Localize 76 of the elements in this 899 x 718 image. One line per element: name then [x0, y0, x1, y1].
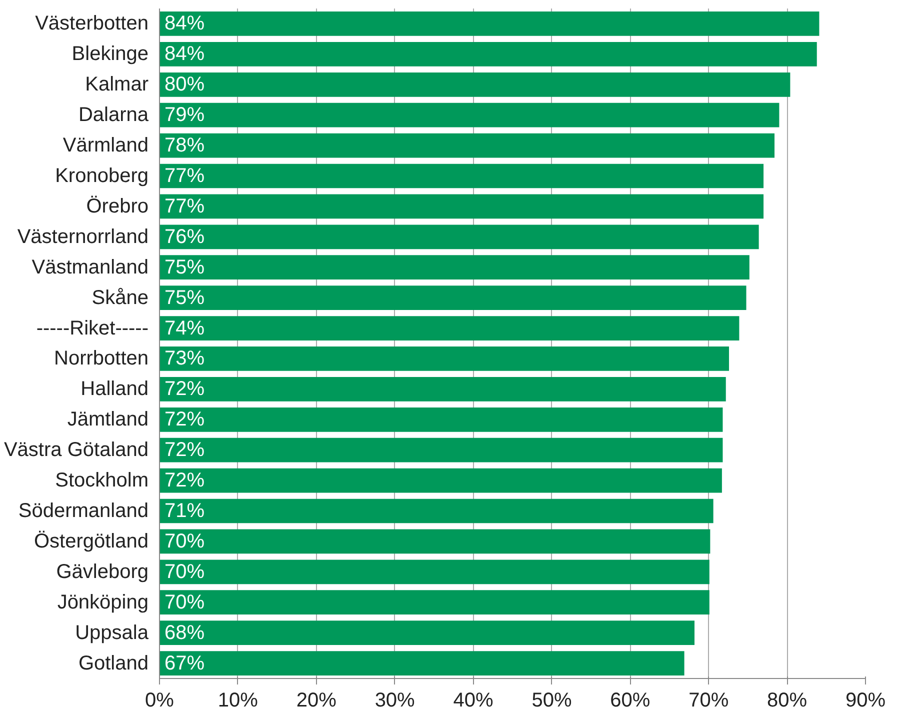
y-tick-label: Dalarna: [78, 104, 150, 126]
x-tick-label: 80%: [767, 690, 808, 712]
y-tick-label: Uppsala: [75, 622, 150, 644]
data-label: 70%: [164, 530, 205, 552]
bar: [160, 286, 746, 310]
y-tick-label: Västmanland: [32, 256, 149, 278]
x-tick-label: 20%: [296, 690, 337, 712]
bar: [160, 164, 764, 188]
bar: [160, 498, 714, 524]
y-tick-label: Gävleborg: [56, 560, 149, 583]
x-tick-label: 50%: [532, 690, 572, 712]
y-tick-label: -----Riket-----: [36, 317, 149, 340]
bar: [160, 42, 817, 66]
y-tick-label: Blekinge: [72, 43, 148, 66]
bar: [160, 72, 790, 97]
y-tick-label: Västra Götaland: [4, 439, 148, 462]
data-label: 67%: [164, 652, 205, 674]
data-label: 78%: [164, 134, 205, 157]
x-tick-label: 40%: [453, 690, 494, 712]
bar: [160, 133, 775, 158]
data-label: 68%: [164, 622, 205, 644]
y-tick-label: Jämtland: [67, 408, 149, 431]
data-label: 75%: [164, 256, 205, 278]
x-tick-label: 10%: [218, 690, 258, 712]
y-tick-label: Örebro: [86, 195, 149, 218]
bar: [160, 346, 730, 371]
data-label: 76%: [164, 226, 205, 248]
bar: [160, 407, 723, 432]
y-tick-label: Norrbotten: [54, 348, 149, 370]
bar: [160, 620, 694, 645]
x-tick-label: 0%: [145, 690, 174, 712]
bar: [160, 651, 684, 676]
x-tick-label: 30%: [374, 690, 416, 712]
bar: [160, 590, 710, 615]
y-tick-label: Stockholm: [55, 470, 149, 492]
data-label: 77%: [164, 165, 205, 187]
bar: [160, 194, 764, 219]
data-label: 80%: [164, 74, 205, 96]
y-tick-label: Södermanland: [18, 500, 149, 522]
data-label: 72%: [164, 439, 205, 462]
bar: [160, 529, 710, 554]
y-tick-label: Kronoberg: [55, 165, 149, 187]
y-tick-label: Halland: [80, 378, 149, 400]
x-tick-label: 70%: [688, 690, 729, 712]
bar: [160, 468, 722, 493]
data-label: 84%: [164, 12, 205, 35]
data-label: 70%: [164, 591, 205, 614]
y-tick-label: Kalmar: [85, 74, 149, 96]
y-tick-label: Värmland: [62, 134, 149, 157]
bar: [160, 316, 740, 340]
data-label: 84%: [164, 43, 205, 66]
y-tick-label: Västernorrland: [17, 226, 149, 248]
y-tick-label: Gotland: [78, 652, 149, 674]
bar: [160, 377, 726, 402]
bar: [160, 12, 820, 36]
x-tick-label: 90%: [845, 690, 886, 712]
y-tick-label: Skåne: [92, 286, 149, 309]
data-label: 73%: [164, 348, 205, 370]
data-label: 79%: [164, 104, 205, 126]
data-label: 77%: [164, 195, 205, 218]
data-label: 71%: [164, 500, 205, 522]
bar: [160, 102, 780, 128]
data-label: 72%: [164, 378, 205, 400]
data-label: 72%: [164, 470, 205, 492]
bar: [160, 255, 750, 280]
y-tick-label: Jönköping: [57, 591, 149, 614]
x-tick-label: 60%: [610, 690, 650, 712]
data-label: 70%: [164, 560, 205, 583]
data-label: 72%: [164, 408, 205, 431]
bar: [160, 438, 723, 462]
y-tick-label: Västerbotten: [35, 12, 149, 35]
bar: [160, 560, 710, 584]
bar: [160, 224, 759, 250]
y-tick-label: Östergötland: [34, 530, 149, 552]
data-label: 74%: [164, 317, 205, 340]
data-label: 75%: [164, 286, 205, 309]
